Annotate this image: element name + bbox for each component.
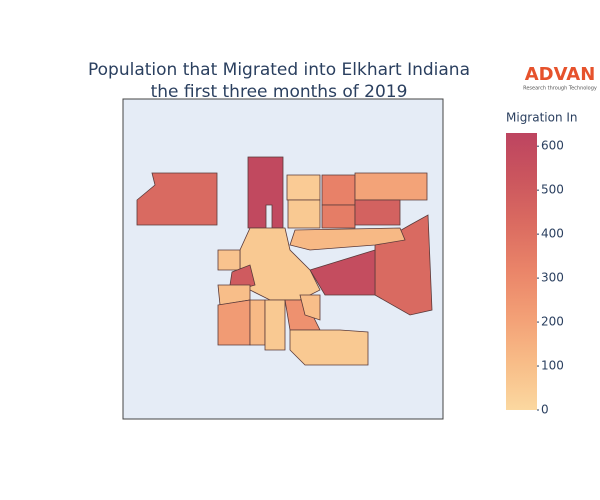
regions xyxy=(136,156,433,366)
region xyxy=(289,329,369,366)
colorbar xyxy=(506,133,537,410)
colorbar-ticks: 0 100 200 300 400 500 600 xyxy=(537,139,564,417)
logo-tagline: Research through Technology xyxy=(523,86,597,92)
region xyxy=(289,227,406,251)
chart-title: Population that Migrated into Elkhart In… xyxy=(88,60,470,80)
region xyxy=(354,172,428,201)
region xyxy=(286,174,321,201)
region xyxy=(217,299,251,346)
region xyxy=(354,199,401,226)
region xyxy=(287,199,321,229)
chart-title: the first three months of 2019 xyxy=(151,82,408,102)
colorbar-tick-label: 500 xyxy=(541,183,564,197)
logo: ADVAN xyxy=(525,64,596,85)
region xyxy=(136,172,218,226)
colorbar-tick-label: 100 xyxy=(541,359,564,373)
colorbar-tick-label: 0 xyxy=(541,403,549,417)
region xyxy=(249,299,266,346)
colorbar-tick-label: 200 xyxy=(541,315,564,329)
colorbar-tick-label: 400 xyxy=(541,227,564,241)
colorbar-title: Migration In xyxy=(506,111,578,125)
region xyxy=(264,299,286,351)
colorbar-tick-label: 300 xyxy=(541,271,564,285)
region xyxy=(309,249,376,296)
region xyxy=(321,204,356,229)
region xyxy=(247,156,284,229)
region xyxy=(321,174,356,206)
colorbar-tick-label: 600 xyxy=(541,139,564,153)
region xyxy=(299,294,321,321)
region xyxy=(217,249,241,271)
